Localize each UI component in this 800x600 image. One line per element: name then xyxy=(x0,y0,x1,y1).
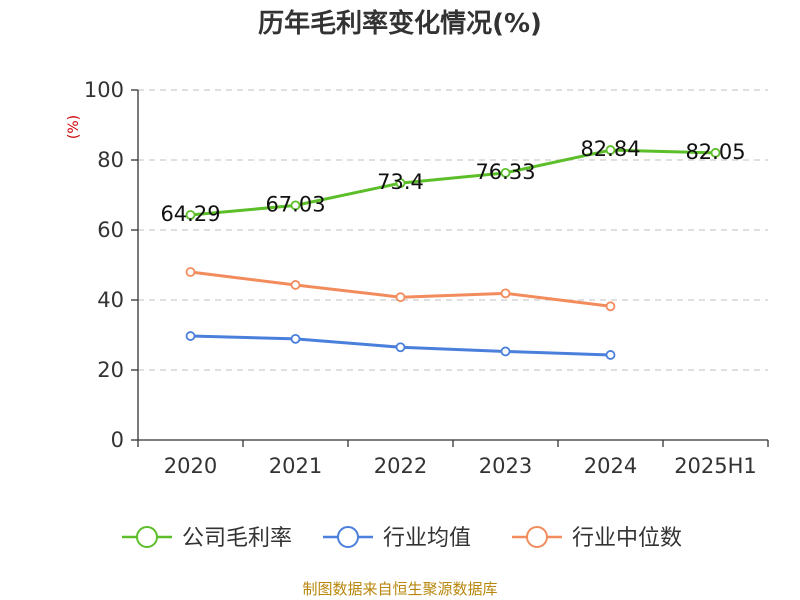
data-label: 67.03 xyxy=(265,192,325,216)
x-tick-label: 2022 xyxy=(374,454,427,478)
chart-title: 历年毛利率变化情况(%) xyxy=(258,8,542,39)
y-axis-unit: (%) xyxy=(66,115,82,139)
data-point[interactable] xyxy=(605,145,616,155)
x-tick-label: 2024 xyxy=(584,454,637,478)
y-tick-label: 100 xyxy=(84,78,124,102)
y-tick-label: 40 xyxy=(97,288,124,312)
data-point[interactable] xyxy=(500,167,511,178)
legend-item[interactable]: 行业中位数 xyxy=(512,526,682,551)
grid-lines xyxy=(138,89,768,371)
axes: 0 20 40 60 80 100 2020 2021 2022 2023 2024 2025H1 xyxy=(84,78,769,478)
data-point[interactable] xyxy=(605,301,616,312)
data-point[interactable] xyxy=(290,200,301,211)
legend-label: 行业均值 xyxy=(383,526,471,551)
series-lines xyxy=(185,145,721,360)
legend[interactable]: 公司毛利率 行业均值 行业中位数 xyxy=(122,526,682,551)
y-tick-label: 80 xyxy=(97,148,124,172)
legend-item[interactable]: 公司毛利率 xyxy=(122,526,292,551)
data-label: 82.05 xyxy=(685,140,745,164)
x-tick-label: 2023 xyxy=(479,454,532,478)
data-labels: 64.29 67.03 73.4 76.33 82.84 82.05 xyxy=(160,137,745,226)
data-point[interactable] xyxy=(710,147,721,158)
legend-circle-icon xyxy=(337,526,359,548)
source-note: 制图数据来自恒生聚源数据库 xyxy=(302,580,497,598)
data-label: 76.33 xyxy=(475,160,535,184)
x-tick-label: 2021 xyxy=(269,454,322,478)
y-tick-label: 20 xyxy=(97,358,124,382)
y-tick-label: 0 xyxy=(111,428,124,452)
legend-label: 行业中位数 xyxy=(572,526,682,551)
data-point[interactable] xyxy=(395,342,406,353)
legend-item[interactable]: 行业均值 xyxy=(323,526,471,551)
x-tick-label: 2020 xyxy=(164,454,217,478)
data-point[interactable] xyxy=(395,178,406,189)
data-point[interactable] xyxy=(185,267,196,277)
data-label: 82.84 xyxy=(580,137,640,161)
legend-circle-icon xyxy=(526,526,548,548)
data-point[interactable] xyxy=(185,331,196,341)
data-point[interactable] xyxy=(395,292,406,303)
data-point[interactable] xyxy=(290,333,301,344)
data-label: 64.29 xyxy=(160,202,220,226)
data-point[interactable] xyxy=(500,346,511,357)
legend-circle-icon xyxy=(136,526,158,548)
x-tick-label: 2025H1 xyxy=(674,454,757,478)
data-point[interactable] xyxy=(290,280,301,290)
data-label: 73.4 xyxy=(377,170,424,194)
data-point[interactable] xyxy=(500,288,511,299)
data-point[interactable] xyxy=(185,210,196,220)
series-line[interactable] xyxy=(189,148,717,217)
legend-label: 公司毛利率 xyxy=(182,526,292,551)
data-point[interactable] xyxy=(605,350,616,360)
y-tick-label: 60 xyxy=(97,218,124,242)
